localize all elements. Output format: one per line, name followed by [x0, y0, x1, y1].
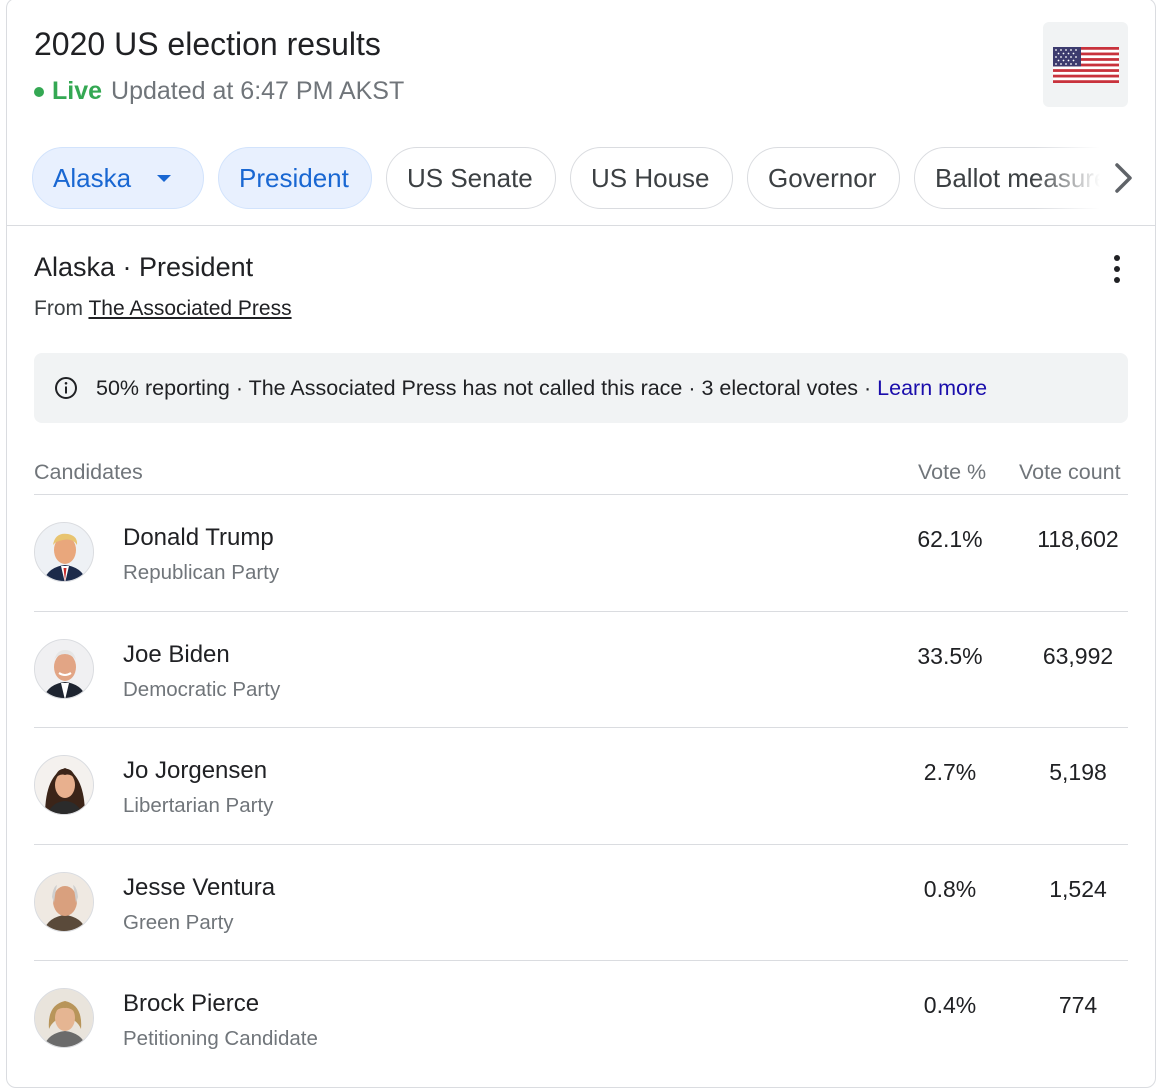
- vote-pct: 62.1%: [917, 526, 983, 552]
- candidate-party: Libertarian Party: [123, 794, 274, 817]
- candidate-name: Brock Pierce: [123, 990, 260, 1017]
- reporting-info-banner: 50% reporting · The Associated Press has…: [34, 353, 1128, 423]
- vote-pct: 33.5%: [917, 643, 983, 669]
- chip-us-house[interactable]: US House: [570, 147, 733, 209]
- candidate-party: Democratic Party: [123, 678, 281, 701]
- learn-more-link[interactable]: Learn more: [877, 375, 988, 400]
- candidate-name: Joe Biden: [123, 641, 230, 668]
- info-icon: [55, 377, 77, 399]
- page-title: 2020 US election results: [34, 26, 381, 62]
- avatar: [34, 755, 94, 815]
- divider: [34, 844, 1128, 845]
- chip-label: President: [239, 162, 349, 193]
- us-flag-icon: [1043, 22, 1128, 107]
- candidate-name: Donald Trump: [123, 524, 274, 551]
- divider: [34, 494, 1128, 495]
- chips-scroll-fade: [1034, 147, 1144, 211]
- divider: [34, 727, 1128, 728]
- chevron-right-icon[interactable]: [1108, 161, 1138, 195]
- candidate-name: Jesse Ventura: [123, 874, 276, 901]
- table-row[interactable]: Donald Trump Republican Party 62.1% 118,…: [34, 495, 1128, 611]
- avatar: [34, 872, 94, 932]
- avatar: [34, 522, 94, 582]
- vote-pct: 2.7%: [923, 759, 977, 785]
- candidate-party: Petitioning Candidate: [123, 1027, 318, 1050]
- race-filter-chips: Alaska President US Senate US House Gove…: [32, 147, 1144, 211]
- vote-count: 1,524: [1049, 876, 1107, 902]
- vote-count: 5,198: [1049, 759, 1107, 785]
- candidate-party: Green Party: [123, 911, 234, 934]
- vote-pct: 0.8%: [923, 876, 977, 902]
- chip-state-dropdown[interactable]: Alaska: [32, 147, 204, 209]
- info-text: 50% reporting · The Associated Press has…: [96, 375, 878, 400]
- vote-count: 118,602: [1037, 526, 1119, 552]
- avatar: [34, 988, 94, 1048]
- chip-president[interactable]: President: [218, 147, 372, 209]
- chip-label: US Senate: [407, 162, 533, 193]
- table-row[interactable]: Jesse Ventura Green Party 0.8% 1,524: [34, 845, 1128, 961]
- candidate-name: Jo Jorgensen: [123, 757, 268, 784]
- live-status: Live Updated at 6:47 PM AKST: [34, 77, 404, 106]
- vote-count: 63,992: [1042, 643, 1114, 669]
- chip-label: US House: [591, 162, 710, 193]
- candidate-party: Republican Party: [123, 561, 280, 584]
- chip-label: Governor: [768, 162, 877, 193]
- live-dot-icon: [34, 86, 44, 97]
- divider: [34, 611, 1128, 612]
- vote-count: 774: [1058, 992, 1098, 1018]
- source-prefix: From: [34, 297, 83, 320]
- chip-us-senate[interactable]: US Senate: [386, 147, 556, 209]
- divider: [6, 225, 1156, 226]
- header-vote-pct: Vote %: [918, 460, 987, 484]
- source-line: From The Associated Press: [34, 297, 292, 321]
- updated-time: Updated at 6:47 PM AKST: [111, 77, 405, 105]
- vote-pct: 0.4%: [923, 992, 977, 1018]
- source-link[interactable]: The Associated Press: [88, 297, 292, 320]
- live-label: Live: [52, 77, 103, 105]
- header-candidates: Candidates: [34, 460, 143, 484]
- caret-down-icon: [157, 174, 172, 182]
- header-vote-count: Vote count: [1019, 460, 1121, 484]
- chip-governor[interactable]: Governor: [747, 147, 900, 209]
- table-row[interactable]: Joe Biden Democratic Party 33.5% 63,992: [34, 612, 1128, 728]
- avatar: [34, 639, 94, 699]
- table-row[interactable]: Jo Jorgensen Libertarian Party 2.7% 5,19…: [34, 728, 1128, 844]
- chip-label: Alaska: [53, 162, 132, 193]
- table-row[interactable]: Brock Pierce Petitioning Candidate 0.4% …: [34, 961, 1128, 1077]
- more-options-icon[interactable]: [1103, 252, 1131, 286]
- divider: [34, 960, 1128, 961]
- race-title: Alaska · President: [34, 252, 254, 282]
